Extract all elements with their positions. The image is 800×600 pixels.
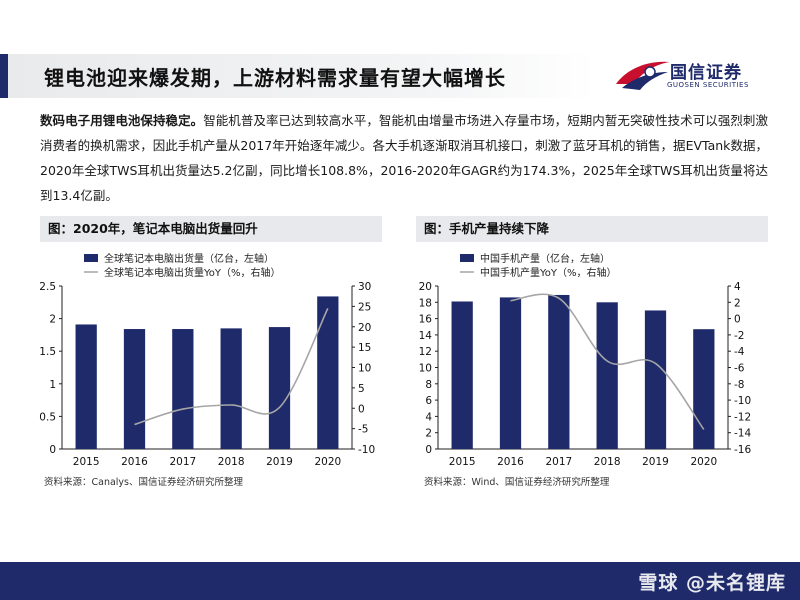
x-tick-label: 2015 (449, 456, 476, 468)
x-tick-label: 2018 (218, 456, 245, 468)
tick-label-left: 1 (49, 379, 56, 391)
bar-2020 (693, 329, 715, 449)
body-paragraph: 数码电子用锂电池保持稳定。智能机普及率已达到较高水平，智能机由增量市场进入存量市… (40, 108, 768, 208)
notebook-shipments-chart: 全球笔记本电脑出货量（亿台，左轴）全球笔记本电脑出货量YoY（%，右轴） 0 0.5… (39, 252, 375, 468)
bar-2020 (317, 296, 339, 449)
tick-label-right: 10 (358, 363, 371, 375)
bar-2016 (499, 297, 522, 449)
tick-label-right: -16 (734, 444, 751, 456)
guosen-logo-icon (616, 61, 670, 90)
tick-label-right: -12 (734, 411, 751, 423)
title-accent (0, 54, 8, 98)
tick-label-right: -2 (734, 330, 744, 342)
x-tick-label: 2015 (73, 456, 100, 468)
phone-production-chart: 中国手机产量（亿台，左轴）中国手机产量YoY（%，右轴） 0 2 4 6 8 10 12 14 1… (419, 252, 752, 468)
legend-line-label: 全球笔记本电脑出货量YoY（%，右轴） (104, 266, 281, 279)
tick-label-right: 0 (358, 403, 365, 415)
tick-label-left: 4 (425, 411, 432, 423)
legend-bar-label: 中国手机产量（亿台，左轴） (480, 252, 610, 265)
bar-2018 (220, 328, 242, 449)
tick-label-left: 20 (419, 281, 432, 293)
x-tick-label: 2020 (314, 456, 341, 468)
tick-label-left: 2 (425, 428, 432, 440)
watermark: 雪球 @未名锂库 (638, 572, 786, 594)
tick-label-left: 6 (425, 395, 432, 407)
page-title: 锂电池迎来爆发期，上游材料需求量有望大幅增长 (44, 66, 506, 90)
x-tick-label: 2019 (266, 456, 293, 468)
footer-bar (0, 562, 800, 600)
chart-header-phone: 图：手机产量持续下降 (416, 216, 768, 242)
x-tick-label: 2016 (497, 456, 524, 468)
legend-bar-swatch (460, 254, 474, 262)
tick-label-left: 0.5 (39, 411, 56, 423)
tick-label-right: -6 (734, 363, 745, 375)
tick-label-right: -10 (734, 395, 751, 407)
bar-2017 (548, 294, 570, 449)
tick-label-right: 15 (358, 342, 371, 354)
bar-2017 (172, 329, 194, 449)
tick-label-left: 16 (419, 314, 433, 326)
yoy-line (134, 308, 329, 426)
tick-label-right: 4 (734, 281, 741, 293)
tick-label-right: -4 (734, 346, 745, 358)
bar-2016 (123, 329, 146, 449)
source-note-notebook: 资料来源：Canalys、国信证券经济研究所整理 (44, 477, 244, 488)
tick-label-right: 25 (358, 301, 371, 313)
tick-label-right: -14 (734, 428, 751, 440)
x-tick-label: 2019 (642, 456, 669, 468)
x-tick-label: 2020 (690, 456, 717, 468)
tick-label-right: 20 (358, 322, 371, 334)
logo-subtext: GUOSEN SECURITIES (667, 81, 749, 89)
x-tick-label: 2018 (594, 456, 621, 468)
tick-label-left: 0 (49, 444, 56, 456)
legend-bar-label: 全球笔记本电脑出货量（亿台，左轴） (104, 252, 274, 265)
tick-label-left: 0 (425, 444, 432, 456)
tick-label-left: 8 (425, 379, 432, 391)
tick-label-right: 5 (358, 383, 365, 395)
tick-label-right: -5 (358, 424, 368, 436)
x-tick-label: 2017 (169, 456, 196, 468)
tick-label-left: 18 (419, 297, 432, 309)
tick-label-left: 1.5 (39, 346, 56, 358)
tick-label-left: 14 (419, 330, 433, 342)
tick-label-right: 0 (734, 314, 741, 326)
tick-label-left: 2.5 (39, 281, 56, 293)
chart-header-notebook: 图：2020年，笔记本电脑出货量回升 (40, 216, 382, 242)
legend-line-label: 中国手机产量YoY（%，右轴） (480, 266, 617, 279)
tick-label-left: 12 (419, 346, 432, 358)
tick-label-left: 10 (419, 363, 432, 375)
bar-2019 (644, 310, 667, 449)
bar-2015 (75, 324, 97, 449)
title-bar (0, 54, 596, 98)
bar-2018 (596, 302, 618, 449)
x-tick-label: 2016 (121, 456, 148, 468)
tick-label-right: 2 (734, 297, 741, 309)
x-tick-label: 2017 (545, 456, 572, 468)
tick-label-left: 2 (49, 314, 56, 326)
body-lead: 数码电子用锂电池保持稳定。 (40, 113, 204, 128)
tick-label-right: -10 (358, 444, 375, 456)
tick-label-right: -8 (734, 379, 744, 391)
bar-2019 (268, 327, 291, 449)
body-text: 智能机普及率已达到较高水平，智能机由增量市场进入存量市场，短期内暂无突破性技术可… (40, 113, 768, 203)
source-note-phone: 资料来源：Wind、国信证券经济研究所整理 (424, 477, 610, 488)
logo-text: 国信证券 (670, 63, 742, 83)
legend-bar-swatch (84, 254, 98, 262)
tick-label-right: 30 (358, 281, 371, 293)
bar-2015 (451, 301, 473, 449)
